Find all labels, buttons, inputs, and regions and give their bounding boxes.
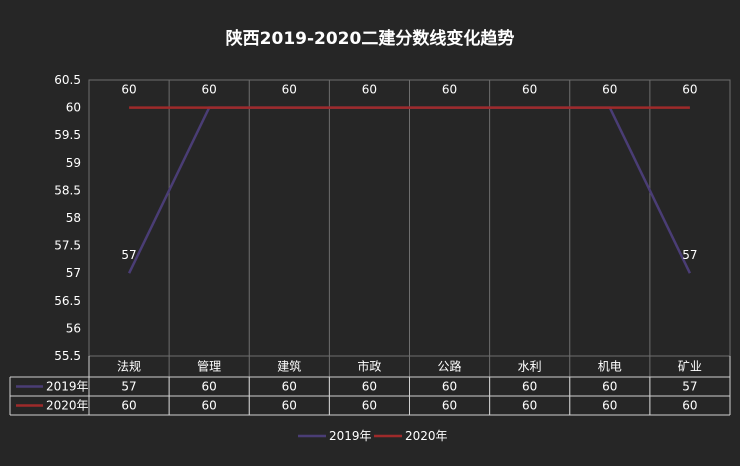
- table-series-label: 2019年: [46, 380, 89, 394]
- y-tick-label: 55.5: [54, 349, 81, 363]
- table-cell: 60: [282, 399, 297, 413]
- y-tick-label: 56: [66, 321, 81, 335]
- y-tick-label: 60: [66, 101, 81, 115]
- legend-label: 2020年: [405, 429, 448, 443]
- y-tick-label: 58: [66, 211, 81, 225]
- table-cell: 60: [602, 399, 617, 413]
- x-tick-label: 水利: [518, 360, 542, 374]
- table-cell: 60: [282, 380, 297, 394]
- data-label: 60: [282, 83, 297, 97]
- table-cell: 60: [362, 380, 377, 394]
- data-label: 60: [121, 83, 136, 97]
- table-cell: 57: [682, 380, 697, 394]
- data-label: 60: [202, 83, 217, 97]
- y-tick-label: 57: [66, 266, 81, 280]
- data-table: 法规 管理 建筑 市政 公路 水利 机电 矿业 2019年 57 60 60 60 60 60 60 57 202…: [9, 356, 731, 416]
- y-tick-label: 57.5: [54, 239, 81, 253]
- y-tick-label: 56.5: [54, 294, 81, 308]
- table-series-label: 2020年: [46, 399, 89, 413]
- legend: 2019年 2020年: [298, 429, 448, 443]
- table-cell: 60: [442, 399, 457, 413]
- y-tick-label: 60.5: [54, 73, 81, 87]
- data-label: 60: [442, 83, 457, 97]
- data-label: 60: [522, 83, 537, 97]
- table-cell: 60: [202, 380, 217, 394]
- plot-area: 55.5 56 56.5 57 57.5 58 58.5 59 59.5 60 60.5 60 60 60…: [54, 73, 731, 415]
- table-cell: 60: [121, 399, 136, 413]
- data-label: 60: [362, 83, 377, 97]
- table-cell: 60: [682, 399, 697, 413]
- y-tick-label: 58.5: [54, 183, 81, 197]
- x-tick-label: 矿业: [678, 360, 702, 374]
- x-tick-label: 管理: [197, 359, 221, 374]
- table-cell: 60: [522, 399, 537, 413]
- table-cell: 57: [121, 380, 136, 394]
- table-cell: 60: [202, 399, 217, 413]
- x-tick-label: 法规: [117, 359, 141, 374]
- y-tick-label: 59: [66, 156, 81, 170]
- data-label: 60: [682, 83, 697, 97]
- data-label: 57: [121, 248, 136, 262]
- table-cell: 60: [442, 380, 457, 394]
- x-tick-label: 公路: [438, 359, 462, 374]
- y-tick-label: 59.5: [54, 128, 81, 142]
- x-tick-label: 建筑: [277, 359, 301, 374]
- data-label: 57: [682, 248, 697, 262]
- x-tick-label: 机电: [598, 360, 622, 374]
- legend-label: 2019年: [329, 429, 372, 443]
- table-cell: 60: [522, 380, 537, 394]
- table-cell: 60: [602, 380, 617, 394]
- chart-title: 陕西2019-2020二建分数线变化趋势: [226, 28, 515, 49]
- data-label: 60: [602, 83, 617, 97]
- x-tick-label: 市政: [357, 359, 381, 374]
- table-cell: 60: [362, 399, 377, 413]
